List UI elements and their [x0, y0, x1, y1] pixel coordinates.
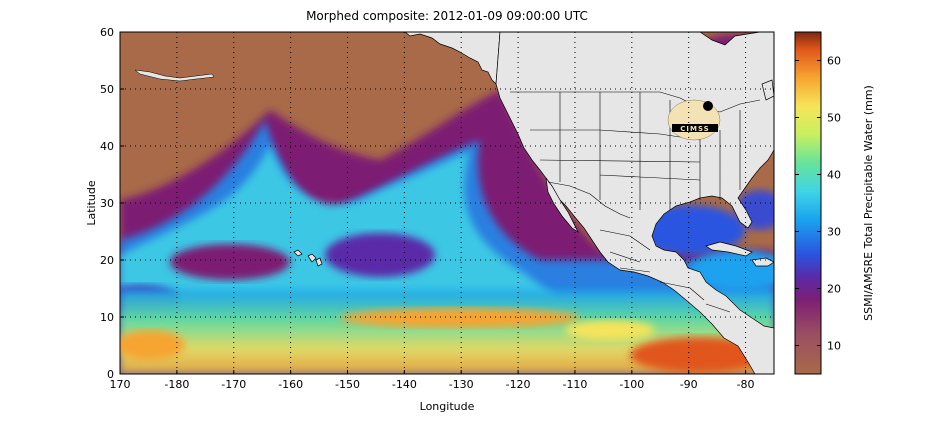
colorbar-tick-label: 60 [827, 55, 841, 68]
x-tick-label: -170 [221, 378, 246, 391]
x-tick-label: -120 [506, 378, 531, 391]
border-us-canada [510, 91, 761, 113]
border-mexico-states [599, 229, 731, 313]
land-aleutians [134, 69, 215, 82]
y-tick-label: 30 [100, 197, 114, 210]
colorbar-tick-label: 30 [827, 226, 841, 239]
land-alaska [404, 32, 501, 85]
tpw-wet-patch [340, 308, 580, 328]
cimss-logo: CIMSS [667, 99, 721, 141]
colorbar-tick-label: 50 [827, 112, 841, 125]
border-us-mexico [547, 181, 631, 219]
cimss-logo-text: CIMSS [680, 125, 709, 133]
tpw-dry-pocket [170, 244, 290, 280]
y-axis: 0 10 20 30 40 50 60 [100, 26, 124, 381]
x-axis: 170 -180 -170 -160 -150 -140 -130 -120 -110 -100 -… [110, 370, 755, 391]
y-tick-label: 20 [100, 254, 114, 267]
x-tick-label: 170 [110, 378, 131, 391]
x-tick-label: -100 [619, 378, 644, 391]
x-tick-label: -110 [562, 378, 587, 391]
colorbar-label: SSMI/AMSRE Total Precipitable Water (mm) [862, 85, 875, 321]
y-tick-label: 0 [107, 368, 114, 381]
x-tick-label: -140 [392, 378, 417, 391]
y-tick-label: 60 [100, 26, 114, 39]
y-axis-label: Latitude [85, 180, 98, 226]
colorbar-tick-label: 40 [827, 169, 841, 182]
land-hispaniola [751, 257, 774, 267]
tpw-field [120, 34, 774, 374]
map-area: CIMSS [120, 32, 774, 374]
x-tick-label: -160 [278, 378, 303, 391]
land-baja [545, 177, 579, 234]
tpw-wet-patch [565, 320, 655, 340]
x-axis-label: Longitude [420, 400, 475, 413]
y-tick-label: 10 [100, 311, 114, 324]
colorbar: 10 20 30 40 50 60 SSMI/AMSRE Total Precipitab… [794, 31, 875, 375]
land-cuba [705, 241, 753, 257]
tpw-dry-pocket [325, 233, 435, 277]
land-hawaii [293, 249, 303, 257]
x-tick-label: -80 [737, 378, 755, 391]
x-tick-label: -180 [164, 378, 189, 391]
tpw-wet-patch [120, 330, 185, 360]
land-newfoundland [761, 79, 774, 101]
colorbar-tick-label: 10 [827, 340, 841, 353]
colorbar-ramp [794, 31, 822, 375]
colorbar-tick-label: 20 [827, 283, 841, 296]
y-tick-label: 50 [100, 83, 114, 96]
figure-title: Morphed composite: 2012-01-09 09:00:00 U… [306, 9, 588, 23]
x-tick-label: -150 [335, 378, 360, 391]
map-grid [120, 32, 774, 374]
x-tick-label: -130 [449, 378, 474, 391]
y-tick-label: 40 [100, 140, 114, 153]
colorbar-ticks: 10 20 30 40 50 60 [795, 55, 841, 353]
x-tick-label: -90 [680, 378, 698, 391]
tpw-wet-patch [630, 337, 770, 373]
